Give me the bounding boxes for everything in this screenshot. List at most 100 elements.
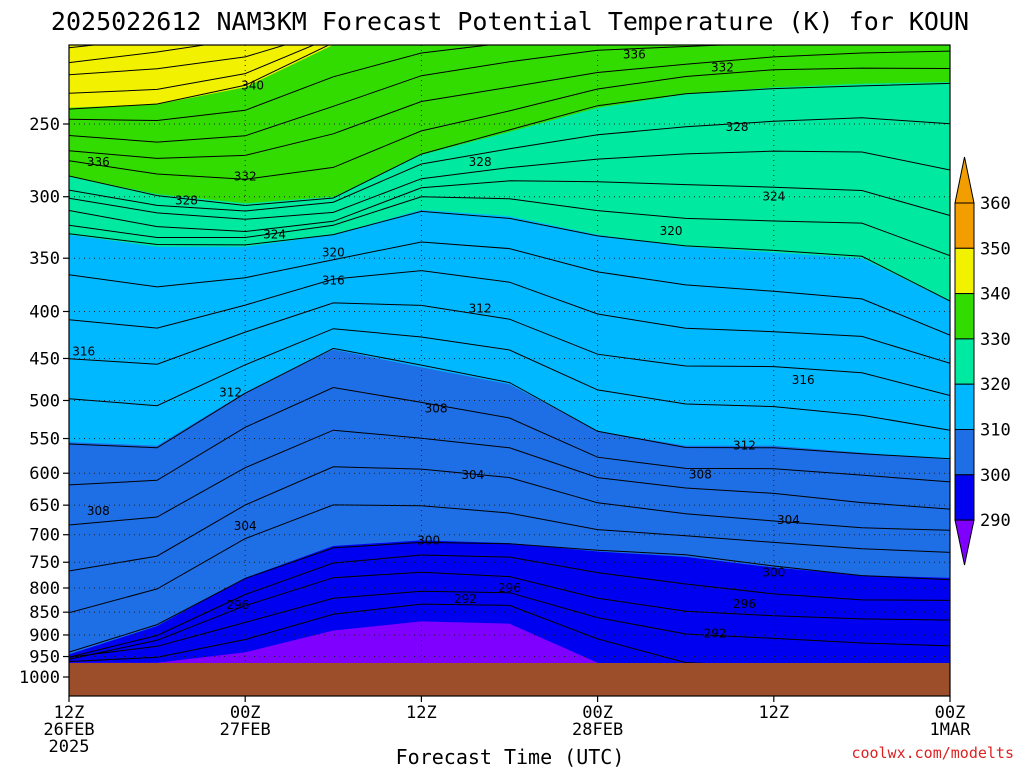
isentrope-326 — [69, 150, 950, 220]
y-tick-label: 400 — [29, 302, 60, 322]
contour-label-328: 328 — [469, 155, 492, 169]
contour-label-text: 308 — [425, 401, 448, 415]
y-tick-label: 950 — [29, 648, 60, 668]
contour-label-text: 328 — [469, 155, 492, 169]
isentrope-314 — [69, 302, 950, 396]
isentrope-300 — [69, 541, 950, 653]
contour-label-text: 316 — [322, 273, 345, 287]
contour-label-text: 328 — [726, 120, 749, 134]
contour-label-296: 296 — [498, 581, 521, 595]
contour-label-text: 300 — [417, 533, 440, 547]
contour-label-332: 332 — [711, 61, 734, 75]
isentrope-322 — [69, 196, 950, 257]
colorbar-swatch-290 — [954, 474, 975, 521]
colorbar-swatch-340 — [954, 247, 975, 295]
x-tick-label: 2025 — [49, 737, 90, 757]
contour-label-336: 336 — [623, 47, 646, 61]
isentrope-302 — [69, 504, 950, 614]
contour-label-336: 336 — [87, 155, 110, 169]
colorbar-extend-top — [954, 156, 975, 204]
x-tick-label: 12Z — [54, 703, 85, 723]
y-tick-label: 750 — [29, 553, 60, 573]
contour-label-text: 296 — [498, 581, 521, 595]
y-tick-label: 600 — [29, 464, 60, 484]
y-tick-label: 450 — [29, 349, 60, 369]
x-tick-label: 26FEB — [43, 720, 94, 740]
isentrope-334 — [69, 50, 950, 159]
isentrope-320 — [69, 210, 950, 302]
contour-label-text: 316 — [792, 373, 815, 387]
contour-label-text: 296 — [226, 598, 249, 612]
y-axis-ticks: 250 300 350 400 450 500 550 600 650 700 750 800 850 9… — [19, 115, 69, 688]
contour-label-304: 304 — [461, 468, 484, 482]
contour-label-304: 304 — [777, 513, 800, 527]
isentrope-296 — [69, 571, 950, 660]
contour-label-328: 328 — [175, 194, 198, 208]
colorbar-label: 320 — [980, 375, 1011, 395]
y-tick-label: 900 — [29, 626, 60, 646]
contour-label-text: 296 — [733, 597, 756, 611]
colorbar-swatch-350 — [954, 202, 975, 249]
x-tick-label: 27FEB — [220, 720, 271, 740]
contour-label-text: 308 — [87, 504, 110, 518]
contour-label-300: 300 — [417, 533, 440, 547]
contour-label-300: 300 — [762, 566, 785, 580]
isentrope-294 — [69, 590, 950, 658]
isentrope-318 — [69, 241, 950, 336]
x-tick-label: 12Z — [758, 703, 789, 723]
y-tick-label: 250 — [29, 115, 60, 135]
isentrope-336 — [69, 45, 735, 143]
colorbar-label: 330 — [980, 330, 1011, 350]
x-tick-label: 28FEB — [572, 720, 623, 740]
contour-label-308: 308 — [425, 401, 448, 415]
x-tick-label: 12Z — [406, 703, 437, 723]
colorbar-label: 360 — [980, 194, 1011, 214]
colorbar-label: 350 — [980, 239, 1011, 259]
isentrope-lines — [69, 45, 950, 669]
contour-label-text: 312 — [469, 301, 492, 315]
isentrope-344 — [69, 45, 287, 76]
chart-title: 2025022612 NAM3KM Forecast Potential Tem… — [51, 7, 969, 36]
contour-label-text: 300 — [762, 566, 785, 580]
contour-label-316: 316 — [322, 273, 345, 287]
y-tick-label: 1000 — [19, 668, 60, 688]
y-tick-label: 500 — [29, 392, 60, 412]
y-tick-label: 300 — [29, 188, 60, 208]
colorbar: 360 350 340 330 320 310 300 290 — [954, 156, 1011, 566]
contour-label-text: 292 — [704, 627, 727, 641]
contour-label-text: 312 — [219, 385, 242, 399]
contour-label-text: 304 — [777, 513, 800, 527]
contour-label-text: 304 — [461, 468, 484, 482]
y-tick-label: 800 — [29, 579, 60, 599]
contour-label-296: 296 — [226, 598, 249, 612]
contour-label-308: 308 — [689, 468, 712, 482]
contour-label-text: 304 — [234, 519, 257, 533]
y-tick-label: 850 — [29, 603, 60, 623]
colorbar-label: 340 — [980, 285, 1011, 305]
isentrope-340 — [69, 45, 330, 110]
contour-label-text: 320 — [322, 245, 345, 259]
contour-label-332: 332 — [234, 169, 257, 183]
isentrope-316 — [69, 270, 950, 364]
x-tick-label: 1MAR — [930, 720, 972, 740]
temperature-bands — [69, 45, 950, 696]
contour-label-text: 308 — [689, 468, 712, 482]
colorbar-label: 300 — [980, 466, 1011, 486]
contour-label-316: 316 — [792, 373, 815, 387]
isentrope-338 — [69, 45, 493, 122]
colorbar-swatch-310 — [954, 383, 975, 431]
contour-label-text: 316 — [72, 344, 95, 358]
y-tick-label: 550 — [29, 430, 60, 450]
contour-label-text: 336 — [623, 47, 646, 61]
contour-label-312: 312 — [733, 439, 756, 453]
plot-frame — [68, 44, 951, 697]
contour-label-304: 304 — [234, 519, 257, 533]
contour-label-340: 340 — [241, 79, 264, 93]
colorbar-swatch-300 — [954, 429, 975, 476]
contour-label-text: 292 — [454, 592, 477, 606]
colorbar-label: 310 — [980, 421, 1011, 441]
